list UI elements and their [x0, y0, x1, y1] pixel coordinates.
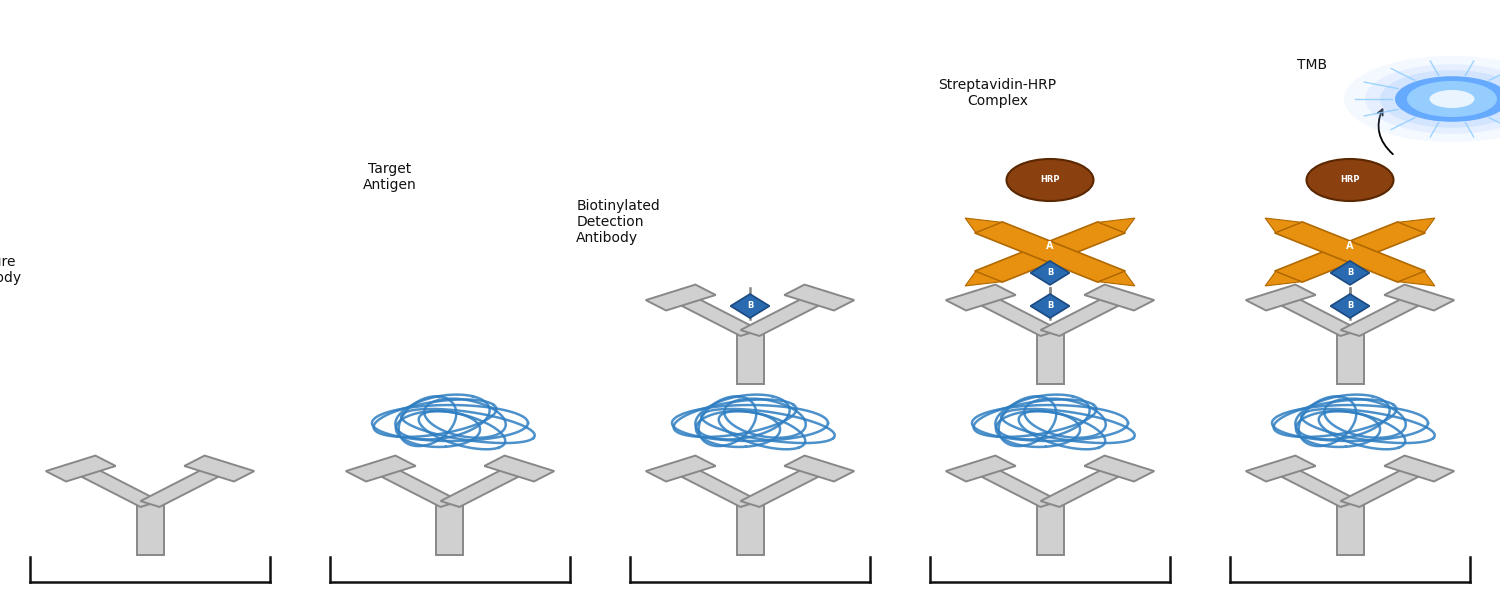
Bar — [736, 333, 764, 384]
Text: B: B — [1047, 301, 1053, 311]
Polygon shape — [1084, 284, 1154, 310]
Polygon shape — [1264, 218, 1302, 233]
Circle shape — [1407, 81, 1497, 117]
Text: B: B — [1047, 268, 1053, 277]
Polygon shape — [1275, 222, 1425, 282]
Polygon shape — [1041, 295, 1128, 336]
Bar — [136, 504, 164, 555]
Circle shape — [1344, 56, 1500, 142]
Polygon shape — [1272, 295, 1359, 336]
Circle shape — [1395, 76, 1500, 122]
Polygon shape — [1264, 271, 1302, 286]
Text: TMB: TMB — [1298, 58, 1328, 72]
Polygon shape — [484, 455, 554, 481]
Polygon shape — [975, 222, 1125, 282]
Text: Capture
Antibody: Capture Antibody — [0, 255, 22, 285]
Polygon shape — [72, 466, 159, 507]
Polygon shape — [1384, 284, 1454, 310]
Polygon shape — [346, 455, 416, 481]
Bar — [1036, 504, 1064, 555]
Polygon shape — [946, 284, 1016, 310]
Polygon shape — [1275, 222, 1425, 282]
Polygon shape — [441, 466, 528, 507]
Bar — [736, 504, 764, 555]
Polygon shape — [975, 222, 1125, 282]
Polygon shape — [784, 455, 853, 481]
Polygon shape — [1041, 466, 1128, 507]
Text: Target
Antigen: Target Antigen — [363, 162, 417, 192]
Polygon shape — [741, 466, 828, 507]
Polygon shape — [372, 466, 459, 507]
Polygon shape — [1384, 455, 1454, 481]
Bar — [1336, 333, 1364, 384]
Polygon shape — [1246, 284, 1316, 310]
Text: A: A — [1347, 241, 1353, 251]
Bar — [1336, 504, 1364, 555]
Polygon shape — [1098, 218, 1136, 233]
Polygon shape — [730, 294, 770, 318]
Polygon shape — [1398, 218, 1435, 233]
Polygon shape — [1030, 261, 1069, 285]
Polygon shape — [184, 455, 254, 481]
Text: B: B — [1347, 268, 1353, 277]
Polygon shape — [1341, 295, 1428, 336]
Ellipse shape — [1306, 159, 1394, 201]
Circle shape — [1380, 70, 1500, 128]
Text: HRP: HRP — [1041, 175, 1059, 185]
Text: Biotinylated
Detection
Antibody: Biotinylated Detection Antibody — [576, 199, 660, 245]
Polygon shape — [672, 466, 759, 507]
Polygon shape — [1330, 261, 1370, 285]
Polygon shape — [1084, 455, 1154, 481]
Polygon shape — [141, 466, 228, 507]
Text: HRP: HRP — [1341, 175, 1359, 185]
Text: B: B — [1347, 301, 1353, 311]
Polygon shape — [972, 295, 1059, 336]
Circle shape — [1365, 64, 1500, 134]
Text: Streptavidin-HRP
Complex: Streptavidin-HRP Complex — [939, 78, 1056, 108]
Polygon shape — [1398, 271, 1435, 286]
Polygon shape — [672, 295, 759, 336]
Polygon shape — [784, 284, 853, 310]
Polygon shape — [972, 466, 1059, 507]
Polygon shape — [964, 218, 1002, 233]
Text: A: A — [1047, 241, 1053, 251]
Polygon shape — [46, 455, 116, 481]
Circle shape — [1430, 90, 1474, 108]
Polygon shape — [946, 455, 1016, 481]
Ellipse shape — [1007, 159, 1094, 201]
Polygon shape — [1272, 466, 1359, 507]
Polygon shape — [1030, 294, 1069, 318]
Polygon shape — [646, 455, 716, 481]
Polygon shape — [741, 295, 828, 336]
Polygon shape — [1246, 455, 1316, 481]
Polygon shape — [1341, 466, 1428, 507]
Bar — [1036, 333, 1064, 384]
Polygon shape — [646, 284, 716, 310]
Polygon shape — [964, 271, 1002, 286]
Text: B: B — [747, 301, 753, 311]
Bar — [436, 504, 463, 555]
Polygon shape — [1098, 271, 1136, 286]
Polygon shape — [1330, 294, 1370, 318]
